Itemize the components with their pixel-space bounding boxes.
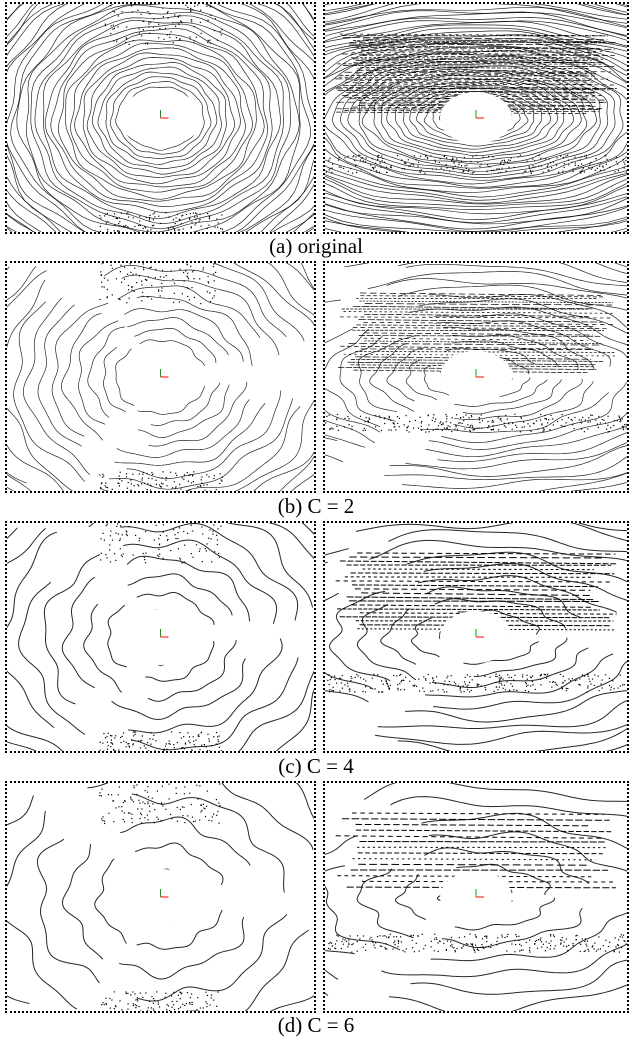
pointcloud-drawing [7, 523, 314, 751]
pointcloud-drawing [7, 4, 314, 232]
row-d-right-pointcloud [323, 781, 629, 1013]
axis-marker-icon [475, 369, 484, 378]
axis-marker-icon [475, 629, 484, 638]
axis-marker-icon [160, 889, 169, 898]
pointcloud-drawing [7, 263, 314, 491]
pointcloud-drawing [325, 523, 627, 751]
axis-marker-icon [160, 110, 169, 119]
pointcloud-drawing [7, 783, 314, 1011]
caption-a: (a) original [269, 234, 363, 258]
axis-marker-icon [160, 369, 169, 378]
axis-marker-icon [475, 110, 484, 119]
caption-c: (c) C = 4 [278, 754, 354, 778]
row-a-right-pointcloud [323, 2, 629, 234]
caption-b: (b) C = 2 [277, 494, 355, 518]
row-b-left-pointcloud [5, 261, 316, 493]
pointcloud-drawing [325, 263, 627, 491]
row-a-left-pointcloud [5, 2, 316, 234]
axis-marker-icon [475, 889, 484, 898]
row-c-left-pointcloud [5, 521, 316, 753]
row-b-right-pointcloud [323, 261, 629, 493]
row-d-left-pointcloud [5, 781, 316, 1013]
row-c-right-pointcloud [323, 521, 629, 753]
axis-marker-icon [160, 629, 169, 638]
pointcloud-drawing [325, 783, 627, 1011]
caption-d: (d) C = 6 [277, 1013, 355, 1037]
pointcloud-drawing [325, 4, 627, 232]
